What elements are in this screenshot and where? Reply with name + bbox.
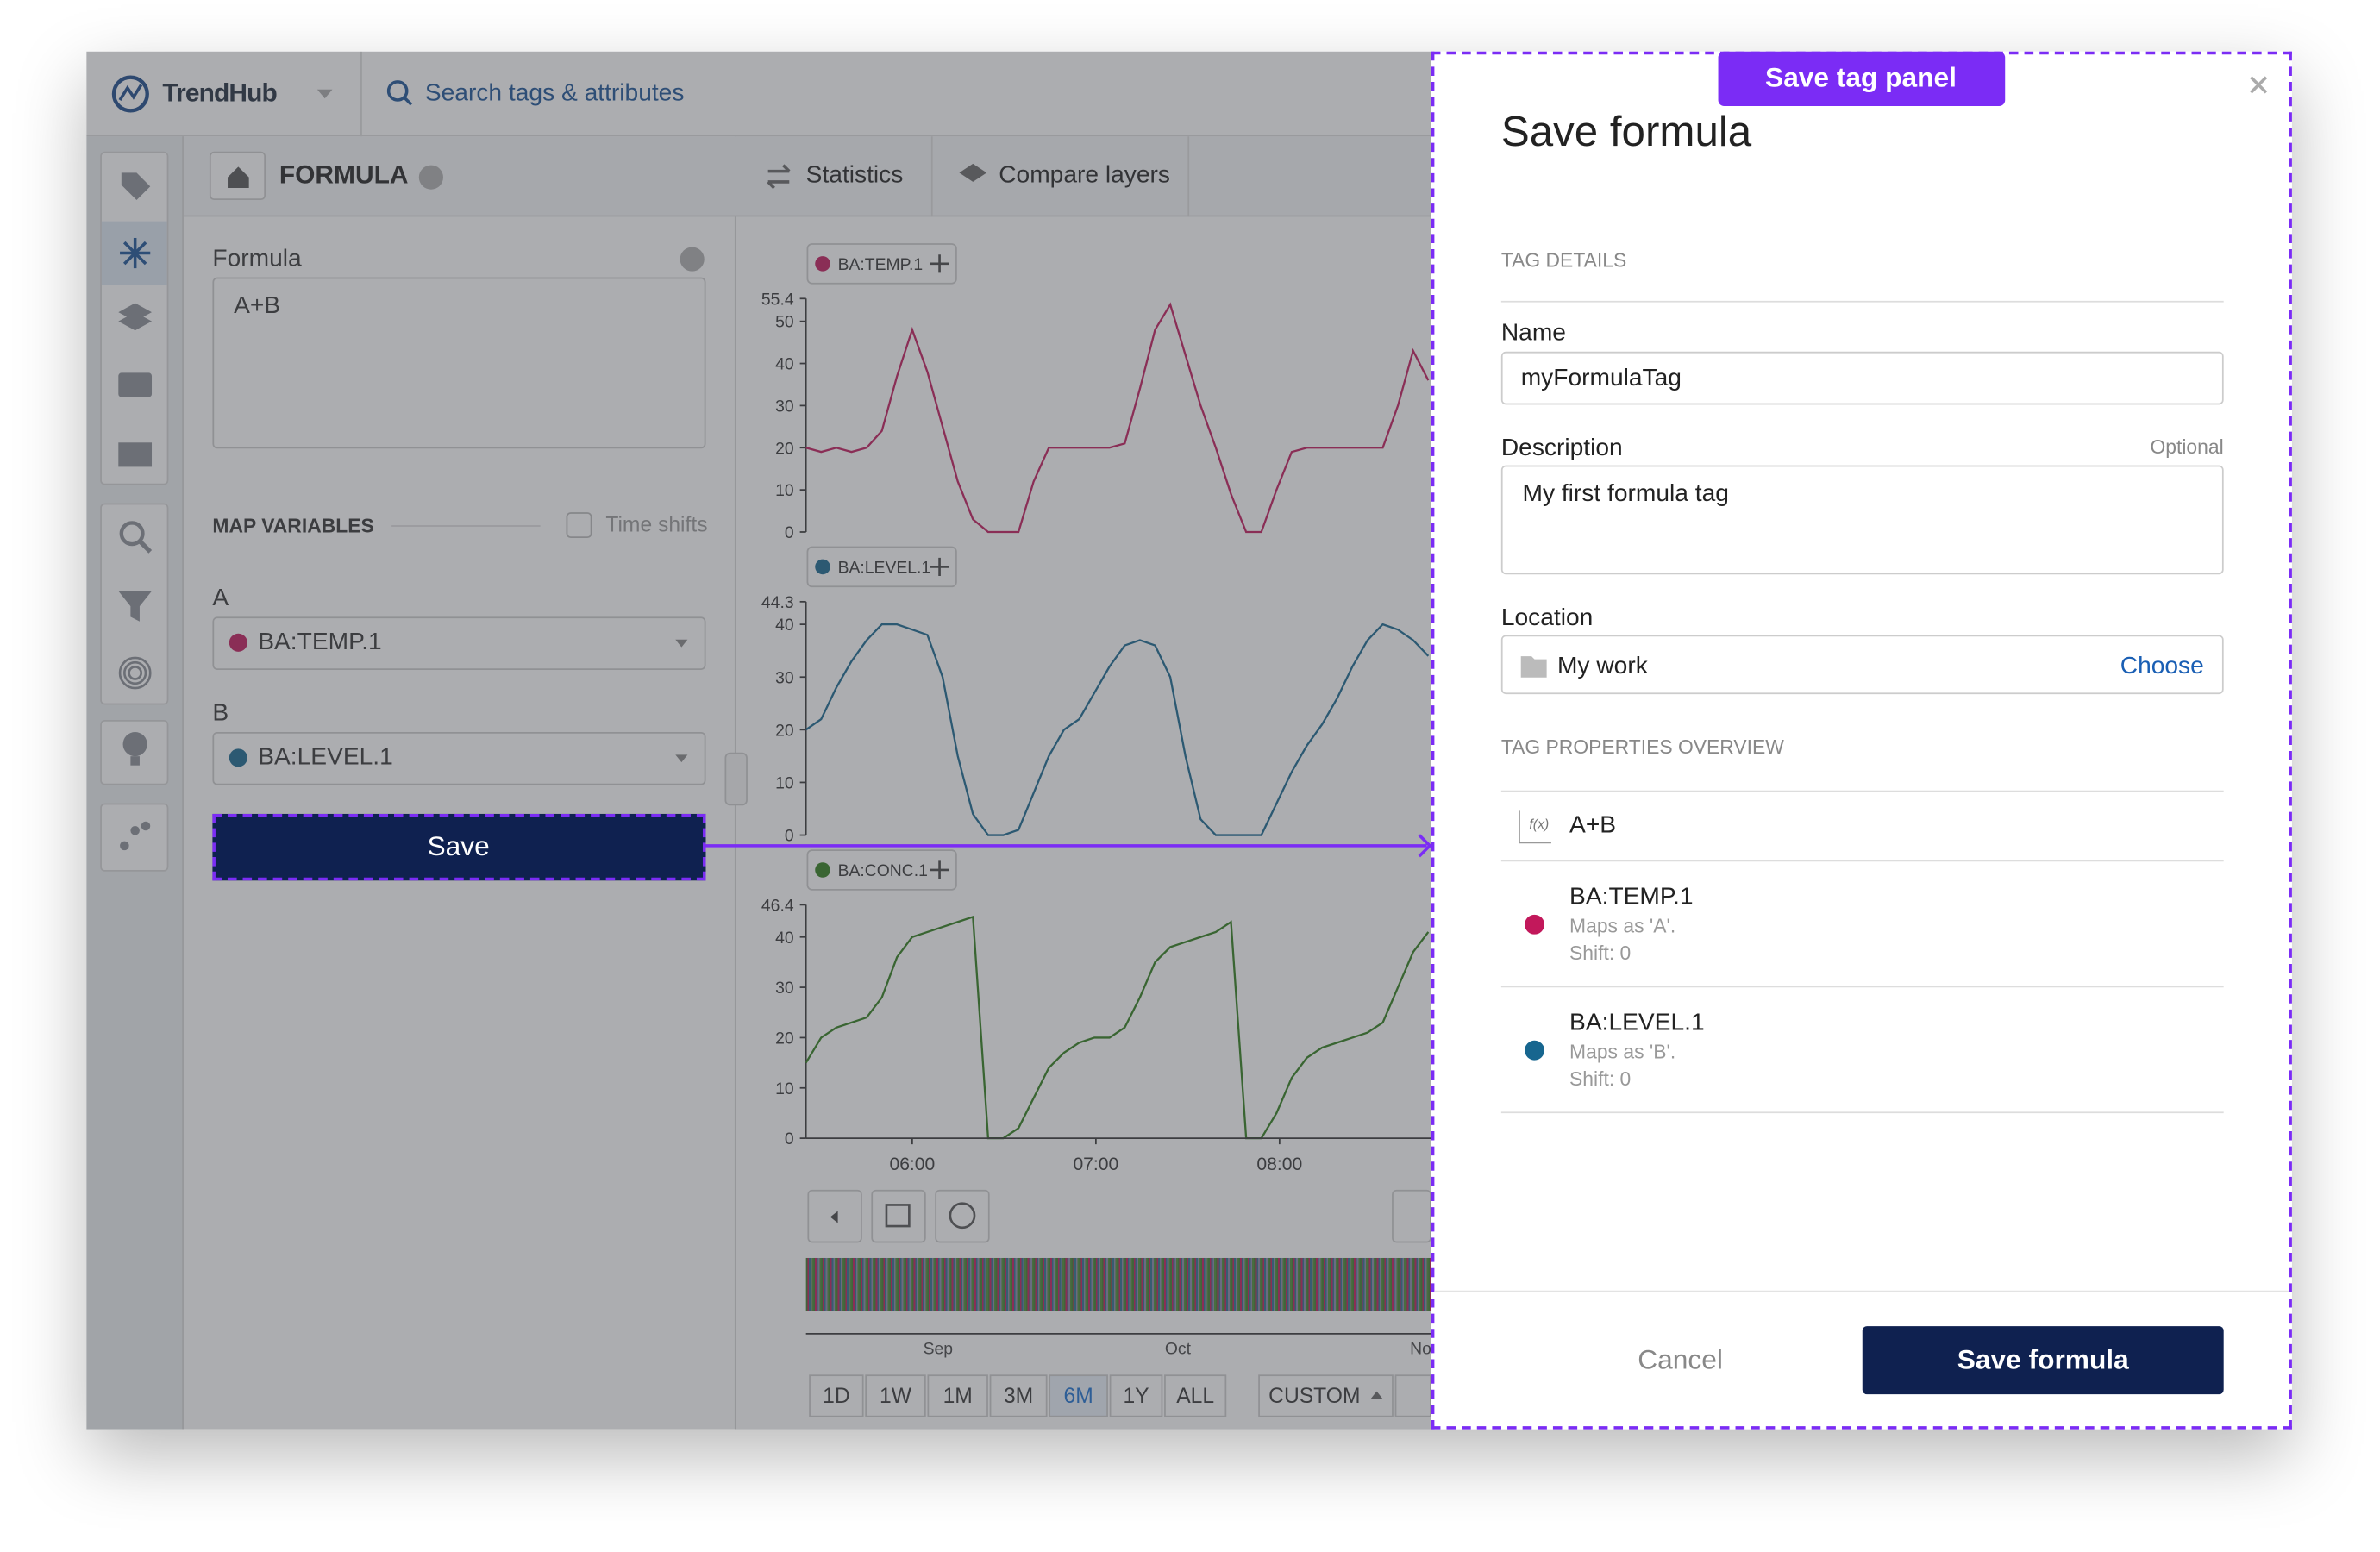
- top-bar: [86, 51, 1431, 137]
- brand-name: TrendHub: [162, 78, 278, 108]
- range-label: 1M: [943, 1383, 973, 1408]
- save-tag-panel: [1431, 51, 2292, 1430]
- formula-input[interactable]: [212, 277, 706, 449]
- panel-title: FORMULA: [279, 160, 409, 190]
- formula-value: A+B: [1569, 812, 1617, 839]
- checkbox-label: Time shifts: [605, 511, 708, 536]
- formula-label: Formula: [212, 246, 302, 272]
- toolbar-tab[interactable]: Compare layers: [999, 162, 1171, 189]
- section-title: TAG DETAILS: [1500, 248, 1627, 272]
- formula-icon: f(x): [1529, 816, 1550, 832]
- range-button[interactable]: [1109, 1374, 1163, 1417]
- field-label: Description: [1500, 435, 1623, 462]
- name-input[interactable]: [1500, 351, 2224, 405]
- nav-button[interactable]: [1392, 1189, 1431, 1243]
- range-label: 1D: [823, 1383, 850, 1408]
- navigator-label: Sep: [923, 1340, 954, 1359]
- save-button[interactable]: [212, 813, 706, 881]
- annotation-label: Save tag panel: [1765, 62, 1957, 93]
- description-value: My first formula tag: [1522, 480, 1729, 507]
- variable-name: A: [212, 585, 229, 612]
- variable-tag: BA:TEMP.1: [258, 629, 382, 656]
- annotation-badge: [1718, 51, 2006, 107]
- optional-hint: Optional: [2150, 435, 2224, 459]
- range-button[interactable]: [865, 1374, 926, 1417]
- variable-select[interactable]: [212, 732, 706, 785]
- cancel-button[interactable]: Cancel: [1638, 1344, 1723, 1375]
- property-shift: Shift: 0: [1569, 941, 1632, 965]
- range-button[interactable]: [1049, 1374, 1108, 1417]
- formula-header: [183, 136, 736, 217]
- variable-name: B: [212, 700, 229, 727]
- location-field: [1500, 635, 2224, 695]
- choose-link[interactable]: Choose: [2120, 654, 2204, 680]
- property-mapping: Maps as 'A'.: [1569, 914, 1676, 937]
- range-label: 1W: [880, 1383, 912, 1408]
- nav-button[interactable]: [807, 1189, 862, 1243]
- property-shift: Shift: 0: [1569, 1067, 1632, 1091]
- range-label: 3M: [1003, 1383, 1034, 1408]
- field-label: Name: [1500, 320, 1566, 347]
- name-value: myFormulaTag: [1520, 366, 1682, 392]
- navigator-overview: [805, 1257, 1431, 1311]
- home-button[interactable]: [209, 151, 266, 201]
- save-button-label: Save: [427, 830, 490, 861]
- location-value: My work: [1556, 654, 1648, 680]
- range-button[interactable]: [989, 1374, 1048, 1417]
- toolbar-tab[interactable]: Statistics: [805, 162, 904, 189]
- field-label: Location: [1500, 605, 1594, 631]
- variable-select[interactable]: [212, 616, 706, 670]
- property-mapping: Maps as 'B'.: [1569, 1040, 1676, 1063]
- range-button[interactable]: [809, 1374, 864, 1417]
- section-label: MAP VARIABLES: [212, 514, 374, 537]
- submit-label: Save formula: [1957, 1344, 2129, 1375]
- navigator-label: No: [1410, 1340, 1431, 1359]
- range-icon-button[interactable]: [1394, 1374, 1431, 1417]
- chart-toolbar: [736, 136, 1431, 217]
- submit-button[interactable]: [1862, 1326, 2224, 1395]
- description-input[interactable]: [1500, 465, 2224, 575]
- search-input[interactable]: Search tags & attributes: [424, 80, 685, 107]
- range-label: 6M: [1063, 1383, 1093, 1408]
- range-button[interactable]: [927, 1374, 988, 1417]
- property-tag: BA:TEMP.1: [1569, 884, 1694, 911]
- time-shift-checkbox[interactable]: [566, 512, 592, 539]
- custom-label: CUSTOM: [1268, 1383, 1361, 1408]
- navigator-label: Oct: [1164, 1340, 1191, 1359]
- variable-tag: BA:LEVEL.1: [258, 744, 393, 771]
- modal-overlay: [86, 51, 1431, 1430]
- range-label: 1Y: [1123, 1383, 1149, 1408]
- range-label: ALL: [1176, 1383, 1215, 1408]
- rail-group: [100, 803, 169, 872]
- formula-text: A+B: [234, 292, 281, 319]
- property-tag: BA:LEVEL.1: [1569, 1010, 1705, 1036]
- section-title: TAG PROPERTIES OVERVIEW: [1500, 735, 1784, 759]
- range-button[interactable]: [1164, 1374, 1227, 1417]
- panel-title: Save formula: [1500, 108, 1752, 155]
